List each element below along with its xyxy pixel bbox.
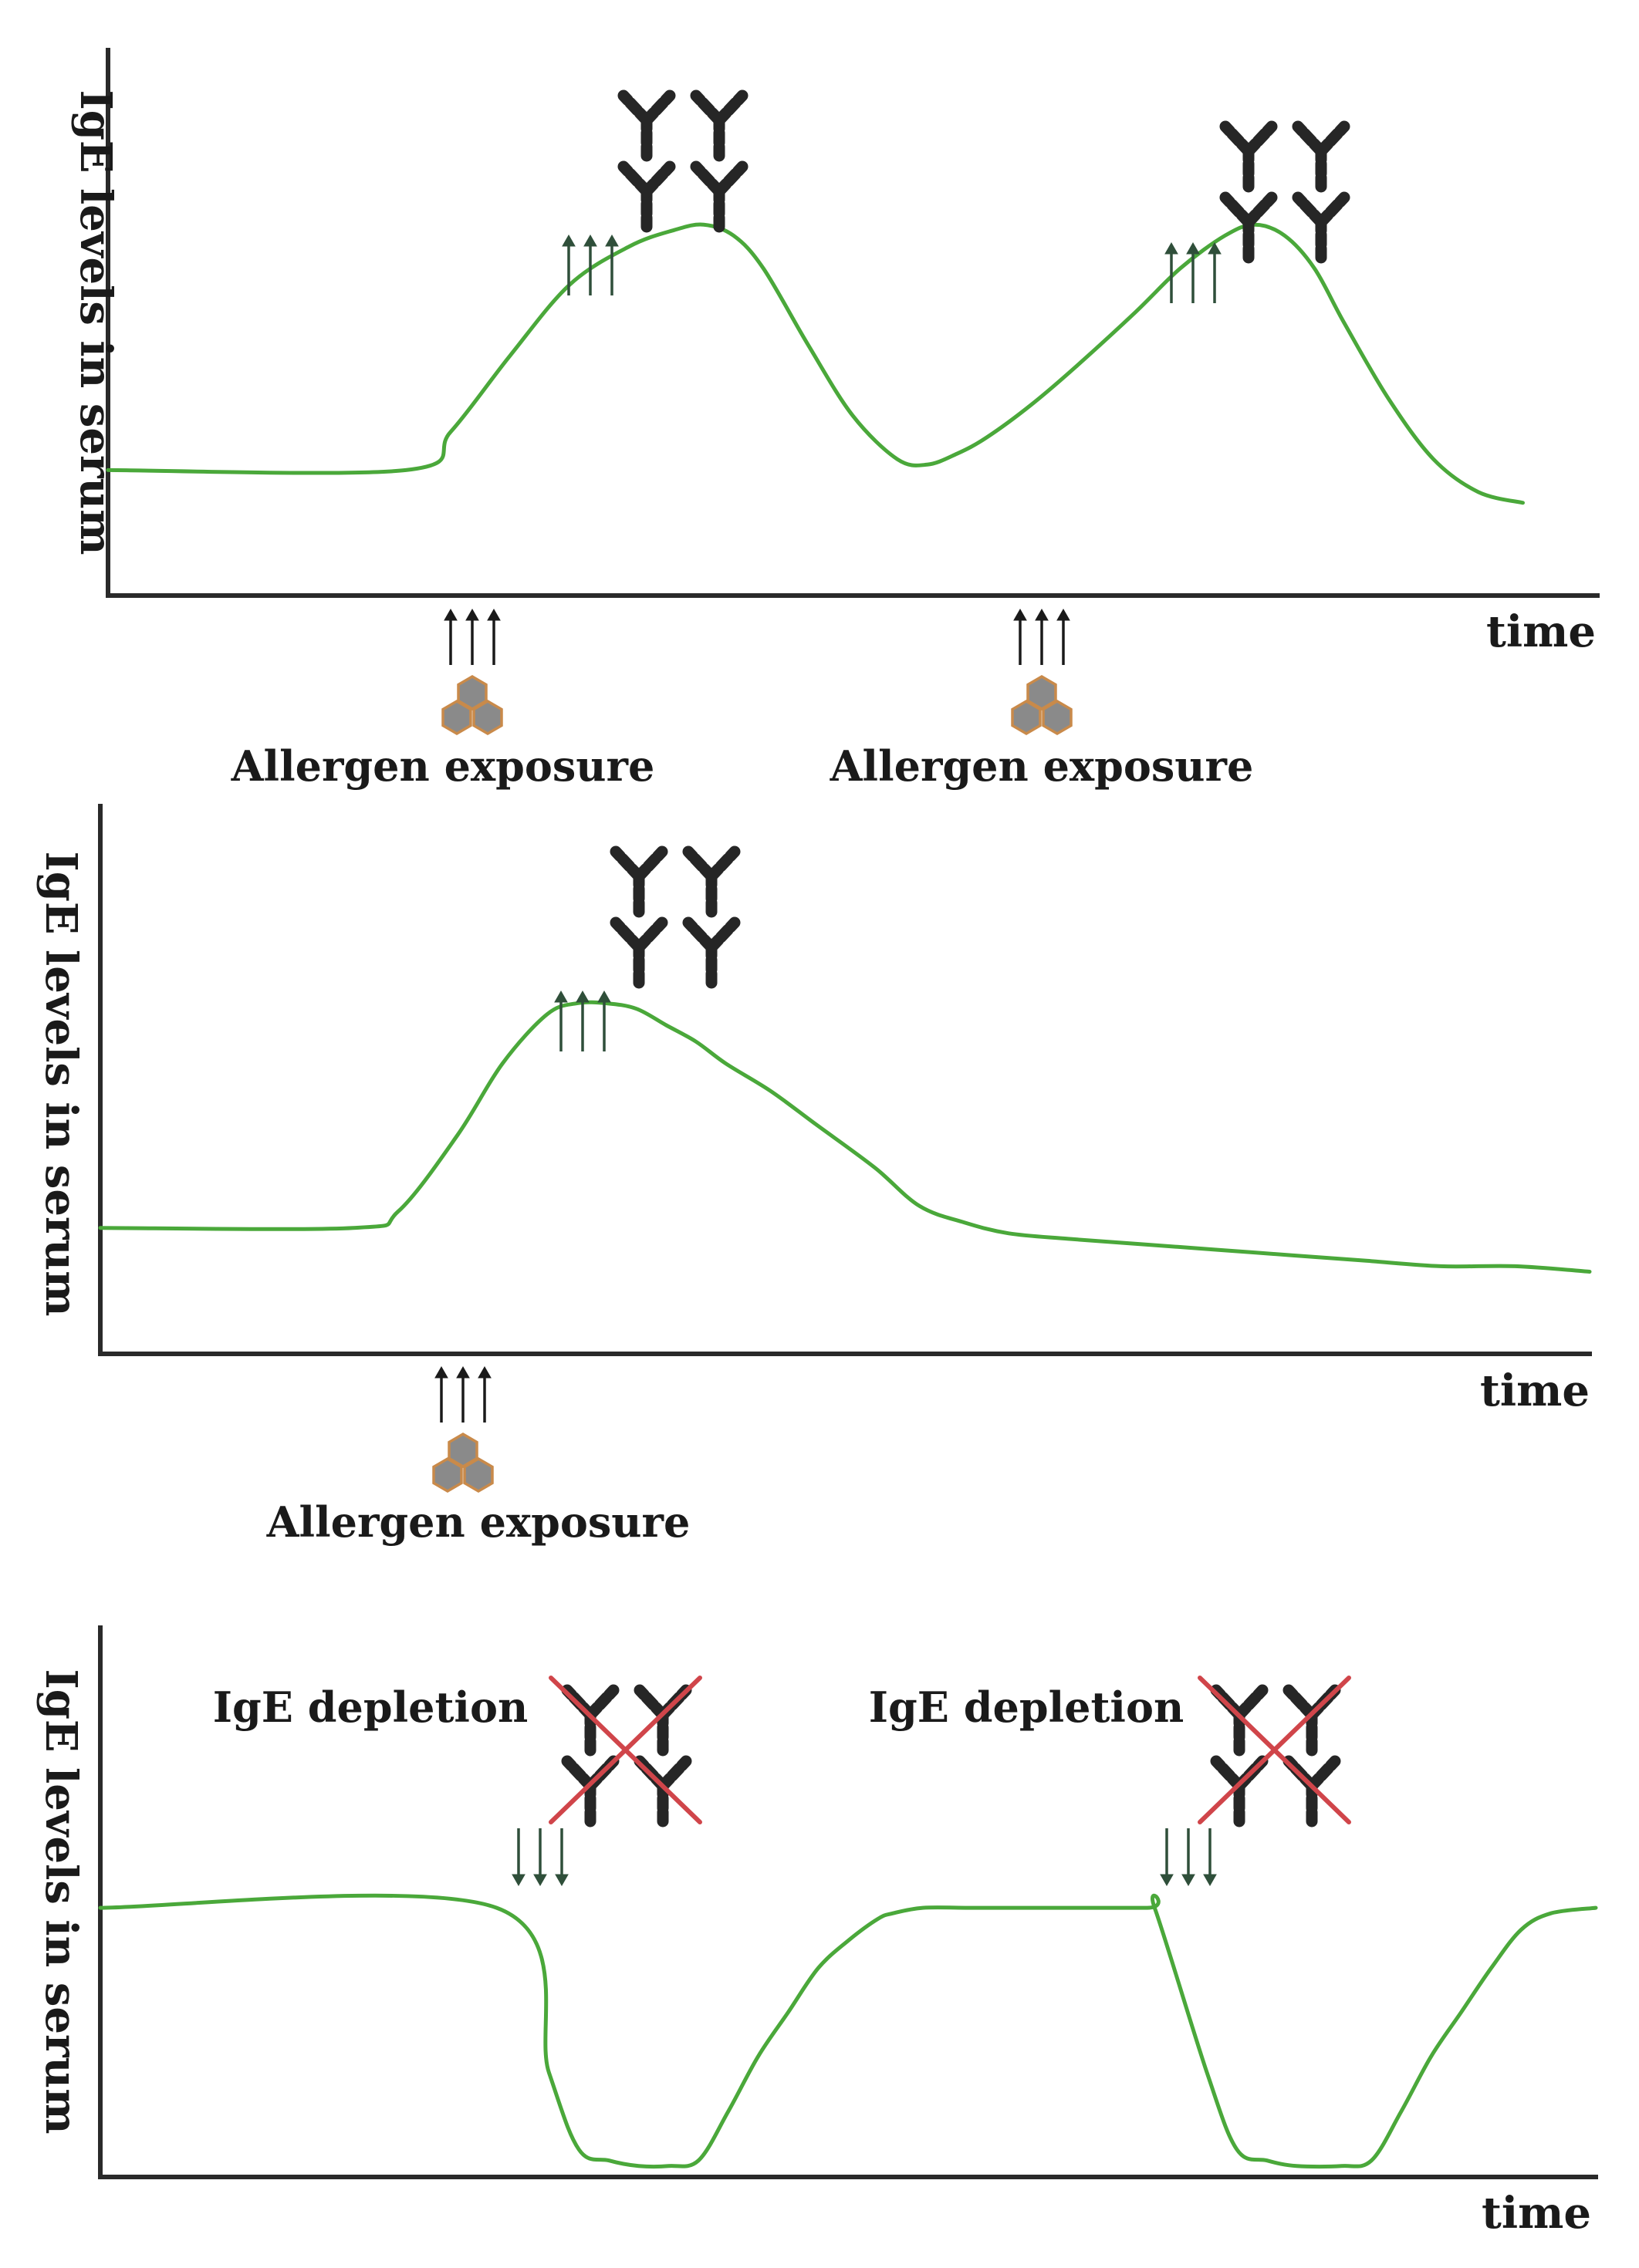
allergen-cluster-icon [1011,675,1073,735]
y-axis-label: IgE levels in serum [35,1669,86,2134]
triple-up-arrow-icon [434,1365,492,1423]
triple-up-arrow-icon [1164,241,1222,303]
allergen-exposure-label: Allergen exposure [231,741,655,791]
triple-up-arrow-icon [562,234,619,295]
triple-up-arrow-icon [444,608,501,665]
y-axis-label: IgE levels in serum [35,851,86,1316]
antibody-cluster-icon [623,96,742,227]
ige-depletion-label: IgE depletion [869,1682,1184,1732]
triple-up-arrow-icon [554,990,611,1051]
x-axis-label: time [1480,1365,1590,1416]
allergen-exposure-label: Allergen exposure [266,1497,691,1547]
panel-single-exposure: IgE levels in serum time Allergen exposu… [35,804,1592,1547]
allergen-cluster-icon [432,1433,494,1493]
allergen-exposure-marker: Allergen exposure [231,608,655,791]
antibody-cluster-icon [616,852,735,983]
depleted-antibody-cluster [549,1676,702,1824]
ige-level-curve [98,1893,1598,2169]
ige-depletion-label: IgE depletion [213,1682,528,1732]
triple-down-arrow-icon [512,1828,569,1887]
red-cross-icon [549,1676,702,1824]
allergen-exposure-label: Allergen exposure [830,741,1254,791]
panel-ige-depletion: IgE levels in serum time IgE depletion I… [35,1625,1598,2239]
red-cross-icon [1198,1676,1351,1824]
x-axis-label: time [1486,606,1596,657]
ige-level-curve [106,222,1525,505]
x-axis-label: time [1482,2188,1591,2239]
triple-down-arrow-icon [1160,1828,1217,1887]
depleted-antibody-cluster [1198,1676,1351,1824]
allergen-cluster-icon [441,675,503,735]
y-axis-label: IgE levels in serum [70,89,121,555]
ige-level-curve [98,1000,1592,1274]
allergen-exposure-marker: Allergen exposure [266,1365,691,1547]
triple-up-arrow-icon [1013,608,1070,665]
panel-repeated-exposure: IgE levels in serum time [70,48,1600,791]
allergen-exposure-marker: Allergen exposure [830,608,1254,791]
